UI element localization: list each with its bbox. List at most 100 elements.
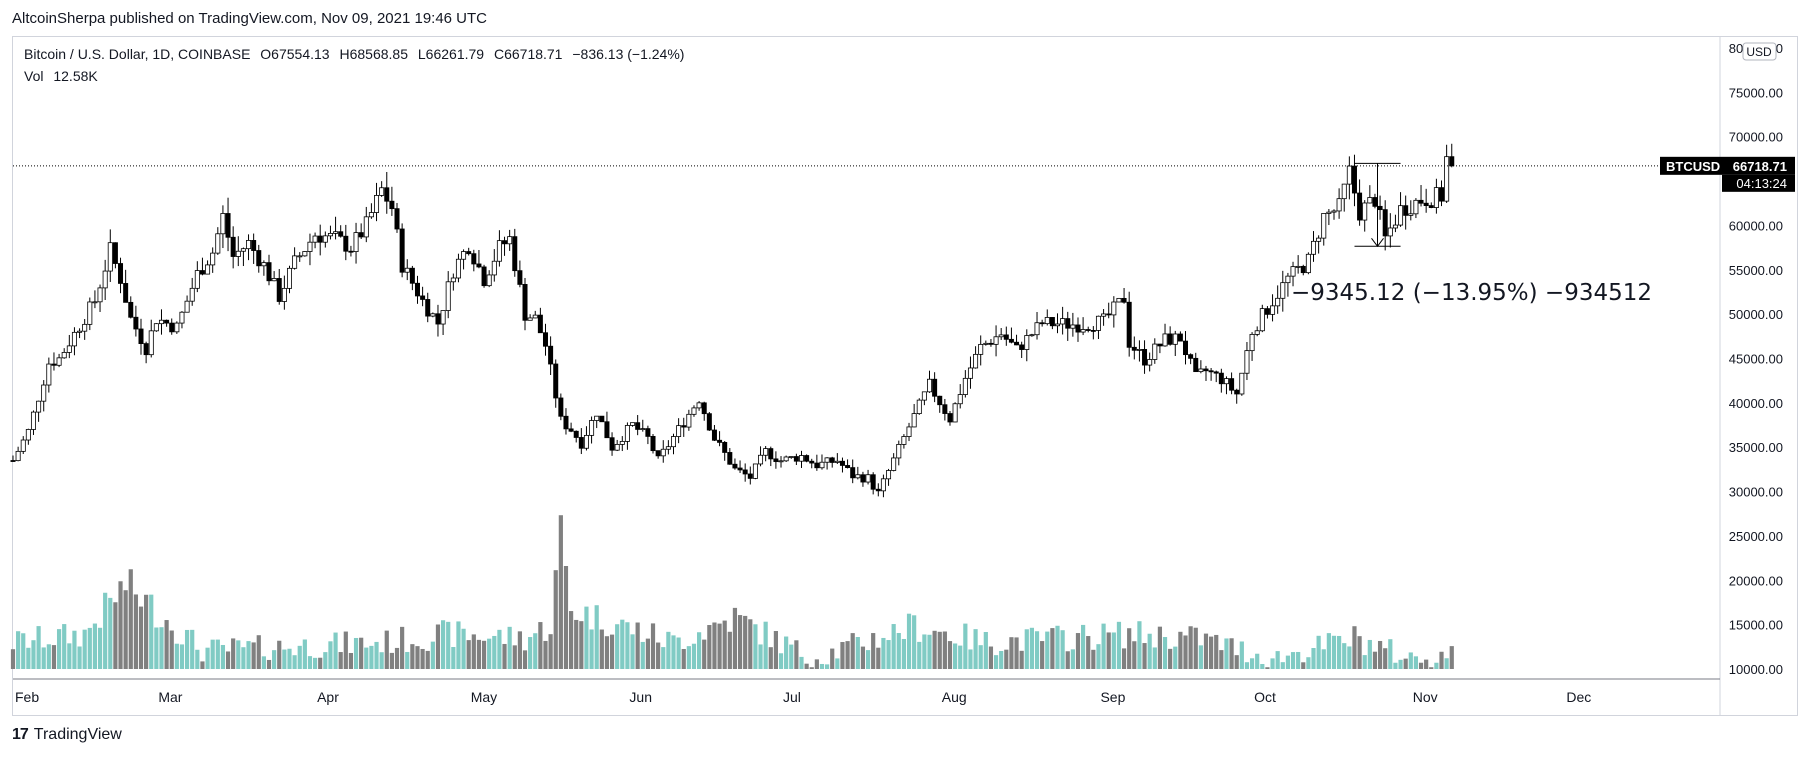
candle-body [41,384,47,402]
volume-bar [953,643,958,669]
x-tick-label: Feb [15,689,39,705]
candle-body [875,488,881,492]
volume-bar [415,646,420,669]
candle-body [128,301,134,318]
volume-bar [497,629,502,669]
volume-bar [763,621,768,669]
candle-body [461,251,467,260]
candle-body [1126,301,1132,348]
volume-bar [1045,631,1050,669]
volume-bar [1183,635,1188,669]
candle-body [420,295,426,300]
volume-bar [82,629,87,669]
volume-bar [1393,662,1398,669]
candle-body [496,240,502,262]
volume-bar [502,643,507,669]
price-tag-countdown: 04:13:24 [1736,176,1787,191]
currency-badge-box[interactable] [1742,42,1777,61]
candle-body [1351,165,1357,194]
volume-bar [389,652,394,669]
volume-bar [179,644,185,669]
volume-bar [312,657,318,669]
volume-bar [359,637,364,669]
volume-bar [881,637,886,669]
candle-body [711,429,717,441]
symbol-name[interactable]: Bitcoin / U.S. Dollar, 1D, COINBASE [24,46,251,62]
candle-body [732,463,738,469]
volume-bar [778,653,784,669]
volume-bar [302,639,307,669]
volume-bar [236,640,241,669]
candle-body [1326,211,1332,214]
candle-body [640,428,646,431]
volume-bar [886,640,891,669]
volume-bar [712,622,717,669]
currency-badge[interactable]: USD [1746,45,1772,59]
volume-bar [440,620,446,669]
candle-body [87,301,93,325]
candle-body [532,314,538,319]
candle-body [440,310,446,325]
volume-bar [425,650,430,669]
ohlc-change: −836.13 (−1.24%) [572,46,685,62]
candle-body [1244,350,1250,374]
volume-bar [51,645,57,669]
candle-body [804,455,810,462]
candle-body [727,452,733,465]
volume-bar [1106,632,1111,669]
candle-body [225,213,231,238]
y-tick-label: 50000.00 [1729,307,1783,322]
candle-body [251,240,257,251]
volume-bar [522,650,528,669]
candle-body [235,250,241,257]
volume-bar [1132,641,1137,669]
volume-bar [461,628,466,669]
candle-body [379,187,385,196]
volume-bar [138,606,144,669]
volume-bar [671,635,676,669]
candle-body [1290,266,1296,277]
candle-body [1331,210,1337,213]
footer: 17 TradingView [12,726,122,744]
volume-value: 12.58K [53,68,98,84]
volume-bar [277,640,282,669]
volume-bar [696,632,702,669]
volume-bar [215,639,220,669]
chart-frame[interactable] [12,36,1798,716]
volume-bar [103,592,108,669]
volume-bar [164,620,169,669]
candle-body [246,240,252,250]
candle-body [1177,333,1183,342]
volume-bar [1050,628,1055,669]
volume-bar [1188,626,1193,669]
x-tick-label: Dec [1566,689,1591,705]
volume-bar [1173,646,1178,669]
volume-bar [1137,621,1142,669]
volume-bar [420,648,425,669]
candle-body [522,284,528,321]
candle-body [327,232,333,237]
volume-label[interactable]: Vol [24,68,44,84]
candle-body [158,319,164,325]
candle-body [271,278,277,282]
volume-bar [1152,647,1157,669]
candle-body [1213,371,1219,374]
candle-body [1116,297,1122,303]
candle-body [471,253,477,265]
candle-body [389,200,395,210]
candle-body [281,287,287,302]
candle-body [317,235,323,243]
volume-bar [1444,658,1449,669]
volume-bar [804,663,809,669]
candle-body [1311,240,1317,255]
candle-body [425,299,431,317]
volume-bar [901,638,907,669]
volume-bar [707,625,712,669]
x-tick-label: Apr [317,689,339,705]
volume-bar [533,633,538,669]
volume-bar [400,626,405,669]
volume-bar [1306,657,1311,669]
volume-bar [118,581,123,669]
volume-bar [717,623,722,669]
